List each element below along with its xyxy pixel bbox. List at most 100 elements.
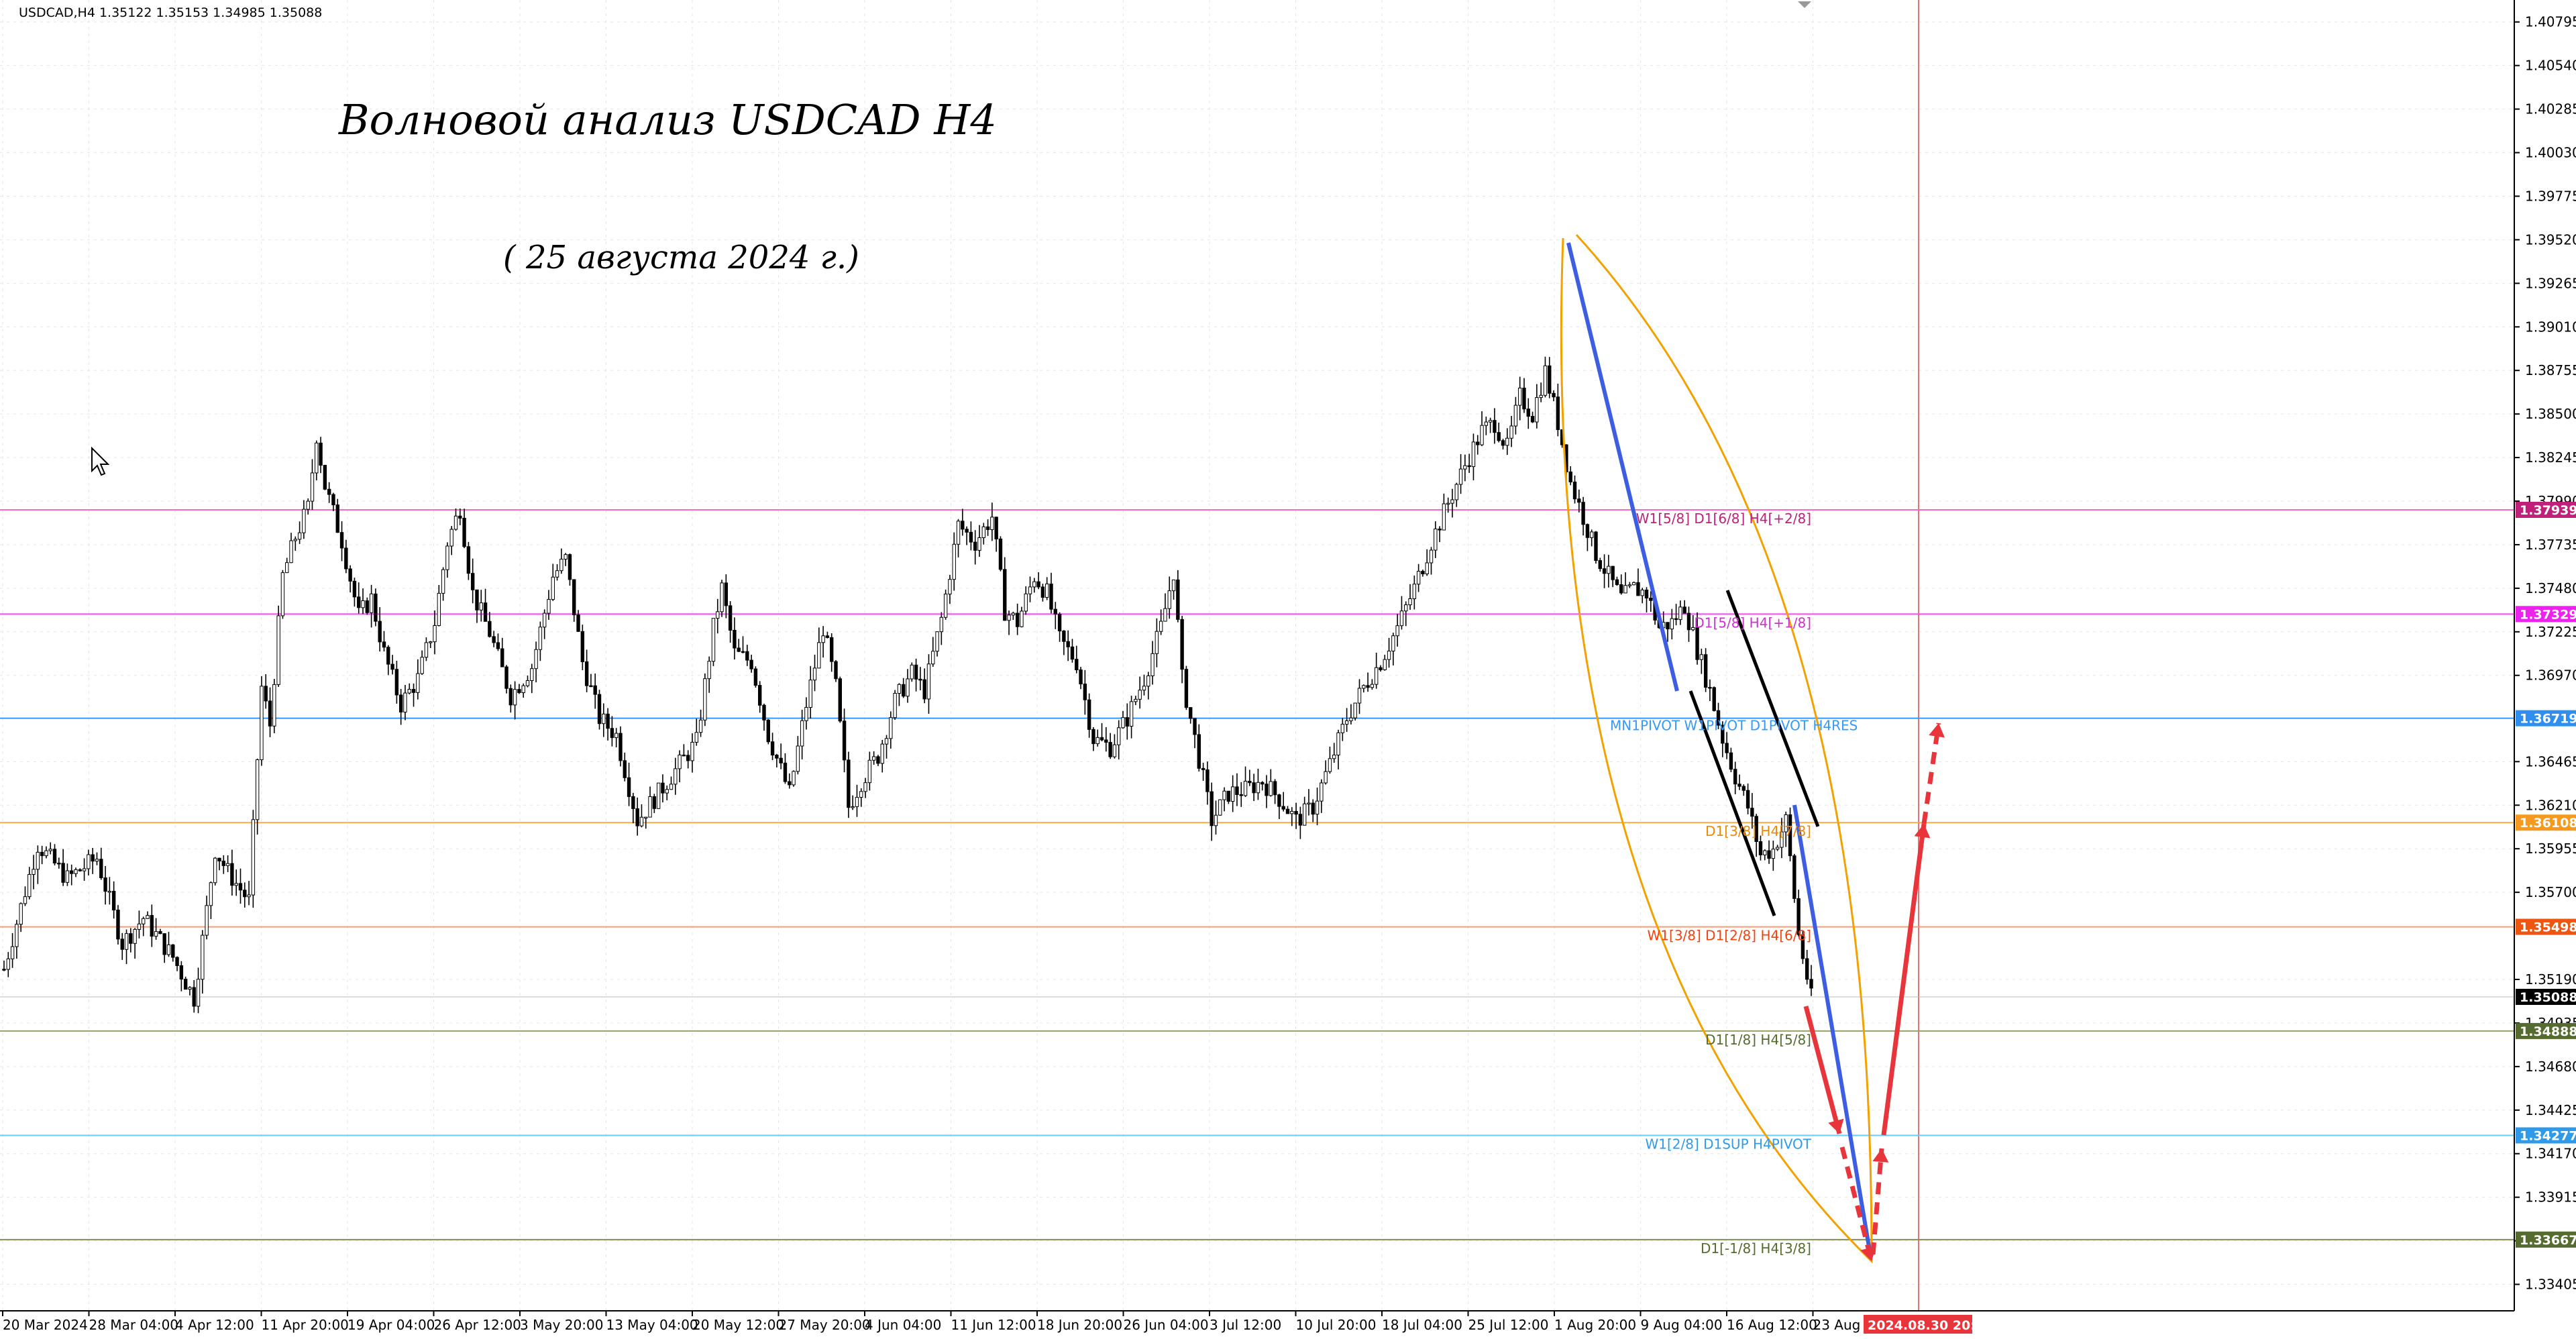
candle-body <box>1036 581 1040 588</box>
candle-body <box>1340 724 1345 733</box>
candle-body <box>1099 737 1104 741</box>
time-tick-label: 27 May 20:00 <box>779 1317 871 1333</box>
candle-body <box>842 720 847 761</box>
candle-body <box>297 532 302 540</box>
time-axis[interactable]: 20 Mar 2024 28 Mar 04:004 Apr 12:00 11 Apr… <box>0 1310 2514 1334</box>
candle-body <box>1230 786 1235 802</box>
candle-body <box>1370 684 1375 688</box>
candle-body <box>1442 503 1446 531</box>
candle-body <box>386 647 390 665</box>
candle-body <box>576 614 580 632</box>
price-tick-label: 1.37225 <box>2525 624 2576 640</box>
time-tick-label: 13 May 04:00 <box>606 1317 698 1333</box>
candle-body <box>1075 659 1079 671</box>
candle-body <box>1458 468 1463 485</box>
candle-body <box>449 529 453 547</box>
candle-body <box>1644 589 1649 599</box>
candle-body <box>179 965 184 980</box>
wave-line-1 <box>1566 242 1679 692</box>
candle-body <box>23 896 28 904</box>
candle-body <box>589 685 593 688</box>
candle-body <box>1763 850 1767 855</box>
candle-body <box>952 543 956 580</box>
candle-body <box>568 554 572 580</box>
level-price-tag <box>2516 1022 2576 1039</box>
candle-body <box>315 442 319 474</box>
candle-body <box>804 706 808 721</box>
price-axis[interactable]: 1.40795 1.40540 1.40285 1.40030 1.39775 1.395… <box>2514 0 2576 1311</box>
candle-body <box>1328 758 1332 772</box>
candle-body <box>1112 744 1117 757</box>
candle-body <box>1754 816 1758 842</box>
price-tick-label: 1.36970 <box>2525 667 2576 684</box>
candle-body <box>1256 782 1260 794</box>
candle-body <box>1218 799 1222 816</box>
time-tick-label: 20 Mar 2024 <box>3 1317 88 1333</box>
candle-body <box>150 915 154 937</box>
price-tick-label: 1.40540 <box>2525 58 2576 74</box>
candle-body <box>1374 667 1379 685</box>
candle-body <box>851 806 855 808</box>
candle-body <box>1493 420 1497 433</box>
time-tick-label: 20 May 12:00 <box>692 1317 784 1333</box>
candle-body <box>95 859 99 862</box>
candle-body <box>1454 484 1458 500</box>
candle-body <box>1581 502 1585 525</box>
candle-body <box>538 627 543 650</box>
candle-body <box>1163 608 1167 622</box>
time-tick-label: 28 Mar 04:00 <box>89 1317 179 1333</box>
candle-body <box>859 791 863 798</box>
candle-body <box>1066 641 1070 647</box>
candle-body <box>897 684 902 694</box>
current-price-text: 1.35088 <box>2520 990 2576 1005</box>
candle-body <box>209 882 213 906</box>
candle-body <box>584 661 589 686</box>
candle-body <box>990 517 994 530</box>
level-label: D1[1/8] H4[5/8] <box>1705 1032 1811 1048</box>
candle-body <box>1682 606 1686 614</box>
candle-body <box>1391 635 1395 651</box>
candle-body <box>867 759 872 784</box>
candle-body <box>1543 365 1548 396</box>
candle-body <box>792 771 796 786</box>
candle-body <box>766 719 770 743</box>
candle-body <box>420 657 424 674</box>
candle-body <box>1311 802 1315 815</box>
level-price-tag <box>2516 814 2576 831</box>
candle-body <box>745 651 749 661</box>
candle-body <box>1045 583 1049 598</box>
candle-body <box>403 692 407 713</box>
candle-body <box>238 883 243 891</box>
candle-body <box>369 593 374 613</box>
candle-body <box>1737 784 1741 787</box>
candle-body <box>1324 771 1328 784</box>
candle-body <box>1594 531 1598 561</box>
price-tick-label: 1.39775 <box>2525 188 2576 204</box>
candle-body <box>1260 782 1265 785</box>
candle-body <box>1353 702 1357 718</box>
candle-body <box>639 816 644 826</box>
candle-body <box>800 720 804 747</box>
time-tick-label: 1 Aug 20:00 <box>1554 1317 1636 1333</box>
candle-body <box>910 664 914 680</box>
price-tick-label: 1.38500 <box>2525 406 2576 422</box>
level-label: W1[2/8] D1SUP H4PIVOT <box>1645 1136 1811 1152</box>
symbol-info: USDCAD,H4 1.35122 1.35153 1.34985 1.3508… <box>19 5 322 20</box>
candle-body <box>1265 784 1269 796</box>
time-tick-label: 18 Jun 20:00 <box>1037 1317 1122 1333</box>
candle-body <box>682 754 686 757</box>
candle-body <box>1497 432 1501 441</box>
candle-body <box>648 796 652 818</box>
channel-line-upper <box>1725 590 1820 827</box>
forecast-arrow-4 <box>1881 823 1927 1136</box>
candle-body <box>1146 675 1150 687</box>
candle-body <box>965 529 969 533</box>
candle-body <box>956 521 961 545</box>
candle-body <box>496 642 500 649</box>
analysis-title: Волновой анализ USDCAD H4 <box>338 95 997 144</box>
candle-body <box>627 777 631 797</box>
candle-body <box>985 526 990 530</box>
forecast-arrow-3 <box>1870 1148 1884 1255</box>
